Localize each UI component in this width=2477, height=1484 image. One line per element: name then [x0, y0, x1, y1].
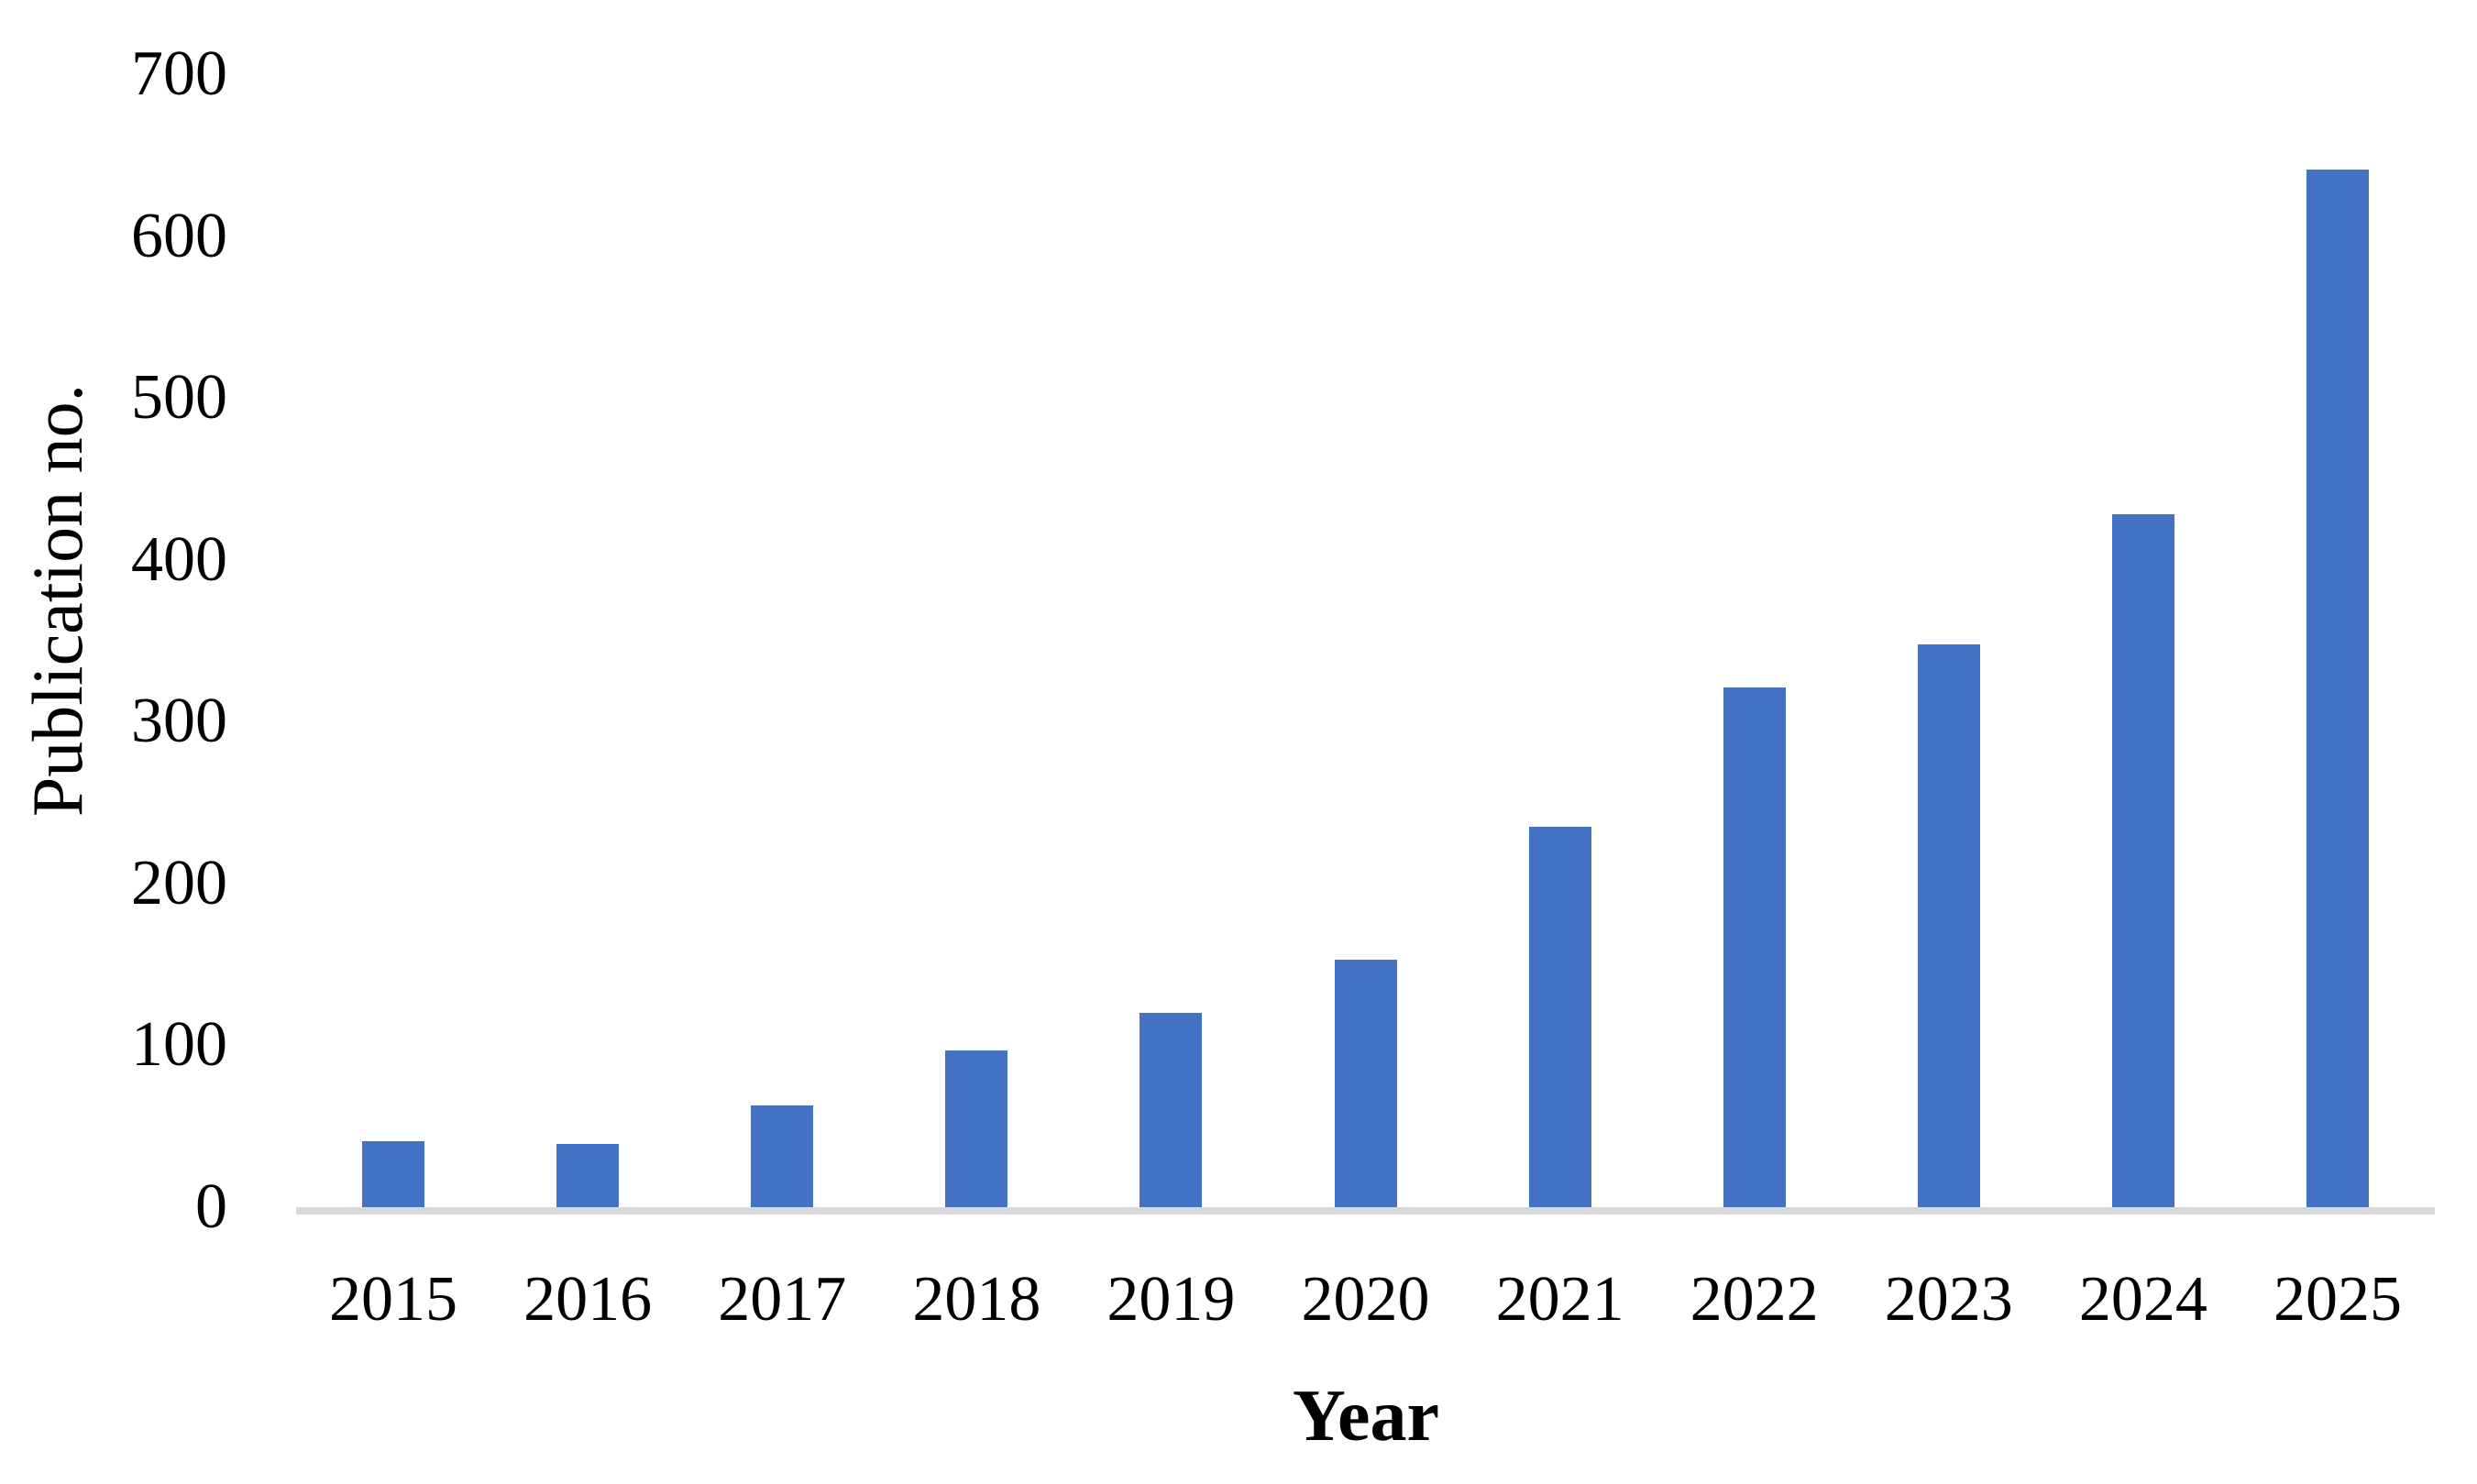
bar-2016 [556, 1144, 620, 1207]
x-tick-label: 2016 [523, 1264, 653, 1335]
bar-2022 [1723, 687, 1786, 1207]
y-tick-label: 500 [131, 362, 227, 434]
x-tick-label: 2020 [1301, 1264, 1430, 1335]
bar-2024 [2111, 514, 2174, 1207]
x-tick-label: 2015 [329, 1264, 458, 1335]
bar-2023 [1917, 643, 1980, 1207]
bar-2015 [362, 1140, 425, 1207]
x-axis-title: Year [1293, 1376, 1439, 1457]
y-tick-label: 200 [131, 847, 227, 918]
x-tick-label: 2019 [1106, 1264, 1236, 1335]
y-tick-label: 300 [131, 686, 227, 757]
bar-2025 [2306, 170, 2369, 1207]
x-tick-label: 2024 [2078, 1264, 2207, 1335]
x-tick-label: 2023 [1884, 1264, 2013, 1335]
y-tick-label: 0 [195, 1171, 227, 1242]
bar-2019 [1139, 1013, 1203, 1207]
x-tick-label: 2021 [1495, 1264, 1624, 1335]
x-tick-label: 2022 [1690, 1264, 1819, 1335]
bar-2021 [1528, 827, 1591, 1207]
y-tick-label: 400 [131, 523, 227, 595]
x-tick-label: 2018 [912, 1264, 1041, 1335]
y-tick-label: 600 [131, 200, 227, 271]
plot-area [296, 74, 2435, 1215]
bar-2018 [945, 1050, 1008, 1207]
y-tick-label: 100 [131, 1009, 227, 1081]
bar-2017 [751, 1105, 814, 1207]
x-tick-label: 2017 [718, 1264, 847, 1335]
x-axis-line [296, 1207, 2435, 1215]
x-tick-label: 2025 [2273, 1264, 2402, 1335]
y-tick-label: 700 [131, 38, 227, 109]
bar-2020 [1334, 959, 1397, 1207]
